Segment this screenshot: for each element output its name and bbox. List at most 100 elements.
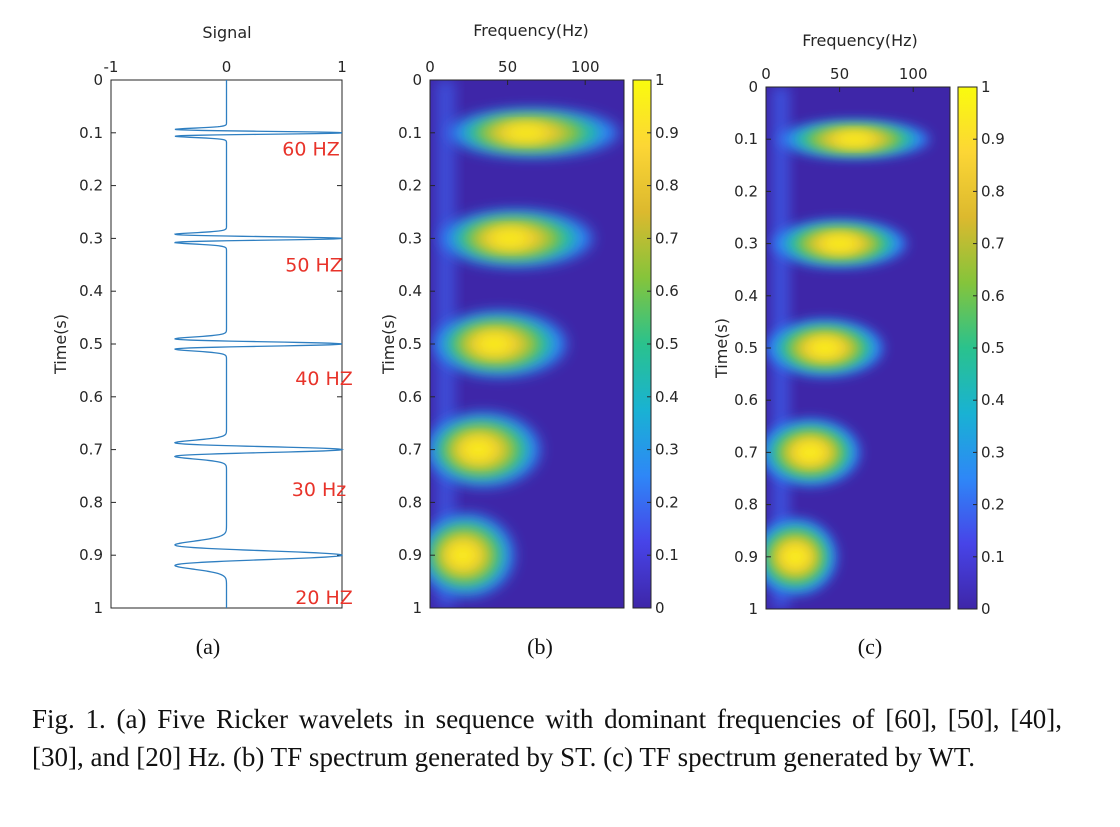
signal-trace: [173, 80, 345, 608]
panel-b-ytick-label: 0.9: [398, 546, 422, 564]
panel-b-xtick-label: 50: [498, 58, 517, 76]
panel-b-colorbar-tick-label: 1: [655, 71, 665, 89]
panel-b-ytick-label: 0: [412, 71, 422, 89]
panel-a-ytick-label: 0.9: [79, 546, 103, 564]
panel-b-colorbar-tick-label: 0: [655, 599, 665, 617]
panel-b-ylabel: Time(s): [379, 314, 398, 375]
panel-b-heatmap: [430, 80, 619, 608]
panel-a-xtick-label: 1: [337, 58, 347, 76]
panel-c-colorbar-tick-label: 0.1: [981, 548, 1005, 566]
panel-c: Frequency(Hz) Time(s) 0 0.1 0.2 0.3 0.4 0.5 0.…: [712, 31, 1005, 659]
panel-c-title: Frequency(Hz): [802, 31, 918, 50]
panel-a-ylabel: Time(s): [51, 314, 70, 375]
panel-a-ytick-label: 0.2: [79, 177, 103, 195]
panel-b-colorbar-tick-label: 0.5: [655, 335, 679, 353]
panel-b-ytick-label: 1: [412, 599, 422, 617]
panel-b-colorbar-tick-label: 0.2: [655, 493, 679, 511]
panel-b-colorbar-tick-label: 0.9: [655, 124, 679, 142]
panel-b-peak-1: [503, 125, 548, 141]
panel-c-colorbar-tick-label: 0.4: [981, 391, 1005, 409]
panel-b-colorbar-tick-label: 0.8: [655, 177, 679, 195]
panel-a-ytick-label: 0.8: [79, 493, 103, 511]
frequency-annotations: 60 HZ 50 HZ 40 HZ 30 Hz 20 HZ: [282, 138, 353, 609]
panel-c-peak-5: [782, 546, 809, 568]
panel-c-ytick-label: 0.8: [734, 496, 758, 514]
panel-a-ytick-label: 0.5: [79, 335, 103, 353]
panel-b-ytick-label: 0.5: [398, 335, 422, 353]
panel-b-ytick-label: 0.1: [398, 124, 422, 142]
panel-c-colorbar-tick-label: 0.3: [981, 443, 1005, 461]
panel-c-ytick-label: 0.1: [734, 130, 758, 148]
panel-c-label: (c): [858, 634, 882, 659]
panel-c-ytick-label: 0.3: [734, 235, 758, 253]
panel-c-colorbar-tick-label: 1: [981, 78, 991, 96]
panel-c-colorbar-tick-label: 0.6: [981, 287, 1005, 305]
panel-a: Signal Time(s) 0 0.1 0.2 0.3 0.4 0.5 0.6 0.7 0.8…: [51, 23, 353, 659]
panel-b-colorbar-tick-label: 0.4: [655, 388, 679, 406]
panel-b-peak-4: [462, 439, 495, 461]
panel-b-colorbar-tick-label: 0.1: [655, 546, 679, 564]
panel-a-xtick-label: 0: [222, 58, 232, 76]
panel-b-peak-2: [490, 229, 530, 248]
panel-b-ytick-label: 0.4: [398, 282, 422, 300]
panel-c-ytick-label: 1: [748, 600, 758, 618]
frequency-annotation: 40 HZ: [295, 368, 353, 390]
panel-c-ytick-label: 0.7: [734, 443, 758, 461]
panel-b-title: Frequency(Hz): [473, 21, 589, 40]
panel-c-xtick-label: 50: [830, 65, 849, 83]
panel-a-ytick-label: 0.4: [79, 282, 103, 300]
panel-b-ticks: 0 0.1 0.2 0.3 0.4 0.5 0.6 0.7 0.8 0.9 1 0 50 100: [398, 58, 599, 617]
panel-b-colorbar-tick-label: 0.6: [655, 282, 679, 300]
panel-a-ytick-label: 1: [93, 599, 103, 617]
panel-b-ytick-label: 0.3: [398, 229, 422, 247]
panel-b-ytick-label: 0.2: [398, 177, 422, 195]
panel-c-peak-2: [821, 235, 858, 252]
panel-a-ytick-label: 0.3: [79, 229, 103, 247]
panel-b-xtick-label: 100: [571, 58, 600, 76]
panel-a-title: Signal: [202, 23, 251, 42]
panel-a-ytick-label: 0.7: [79, 441, 103, 459]
panel-c-colorbar-tick-label: 0.9: [981, 130, 1005, 148]
panel-a-ytick-label: 0.6: [79, 388, 103, 406]
panel-b: Frequency(Hz) Time(s) 0 0.1 0.2 0.3 0.4 0.5 0.…: [379, 21, 679, 659]
figure-caption: Fig. 1. (a) Five Ricker wavelets in sequ…: [32, 704, 1062, 772]
panel-a-ytick-label: 0.1: [79, 124, 103, 142]
panel-c-ytick-label: 0.4: [734, 287, 758, 305]
panel-c-ylabel: Time(s): [712, 318, 731, 379]
panel-c-colorbar-ticks: 0 0.1 0.2 0.3 0.4 0.5 0.6 0.7 0.8 0.9 1: [973, 78, 1005, 618]
panel-b-colorbar-tick-label: 0.3: [655, 441, 679, 459]
panel-b-ytick-label: 0.7: [398, 441, 422, 459]
panel-c-colorbar-tick-label: 0.7: [981, 235, 1005, 253]
panel-b-ytick-label: 0.8: [398, 493, 422, 511]
frequency-annotation: 20 HZ: [295, 587, 353, 609]
panel-a-xtick-label: -1: [104, 58, 119, 76]
panel-c-colorbar-tick-label: 0.5: [981, 339, 1005, 357]
panel-c-colorbar-tick-label: 0.8: [981, 182, 1005, 200]
panel-b-peak-5: [448, 543, 477, 567]
panel-b-colorbar-ticks: 0 0.1 0.2 0.3 0.4 0.5 0.6 0.7 0.8 0.9 1: [647, 71, 679, 617]
panel-a-ytick-label: 0: [93, 71, 103, 89]
panel-c-ytick-label: 0.6: [734, 391, 758, 409]
panel-c-xtick-label: 100: [899, 65, 928, 83]
frequency-annotation: 30 Hz: [292, 479, 347, 501]
frequency-annotation: 50 HZ: [285, 254, 343, 276]
panel-c-ytick-label: 0.9: [734, 548, 758, 566]
panel-c-colorbar-tick-label: 0: [981, 600, 991, 618]
figure-canvas: Signal Time(s) 0 0.1 0.2 0.3 0.4 0.5 0.6 0.7 0.8…: [51, 21, 1005, 659]
panel-a-ticks: 00.10.20.30.40.50.60.70.80.91-1 0 1: [79, 58, 347, 617]
panel-c-ticks: 0 0.1 0.2 0.3 0.4 0.5 0.6 0.7 0.8 0.9 1 0 50 100: [734, 65, 927, 618]
panel-c-colorbar-tick-label: 0.2: [981, 496, 1005, 514]
panel-c-ytick-label: 0.5: [734, 339, 758, 357]
panel-a-label: (a): [196, 634, 220, 659]
panel-b-colorbar-tick-label: 0.7: [655, 229, 679, 247]
panel-c-heatmap: [766, 87, 930, 609]
panel-c-ytick-label: 0: [748, 78, 758, 96]
panel-c-peak-3: [808, 339, 842, 357]
panel-c-ytick-label: 0.2: [734, 182, 758, 200]
panel-c-peak-4: [795, 442, 825, 463]
panel-c-xtick-label: 0: [761, 65, 771, 83]
panel-b-ytick-label: 0.6: [398, 388, 422, 406]
frequency-annotation: 60 HZ: [282, 138, 340, 160]
panel-b-peak-3: [476, 334, 513, 354]
panel-c-peak-1: [834, 132, 875, 146]
